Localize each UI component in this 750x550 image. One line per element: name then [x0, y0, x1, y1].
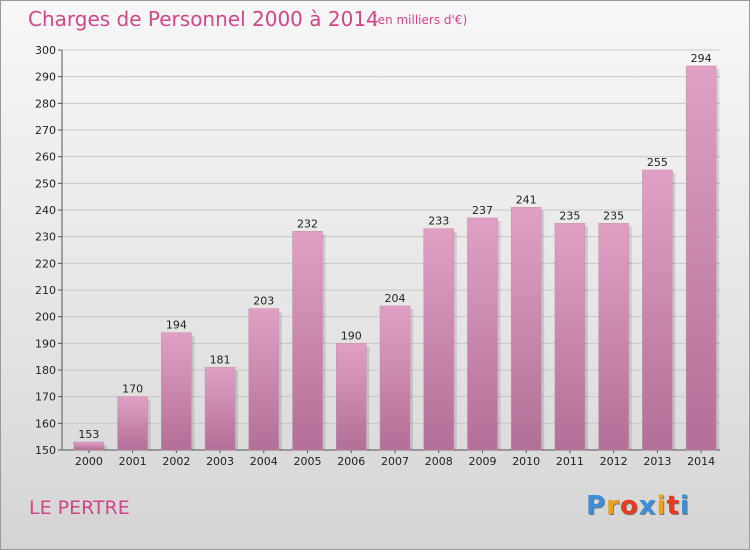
y-tick-label: 250: [35, 177, 56, 190]
chart-title: Charges de Personnel 2000 à 2014: [28, 7, 379, 31]
logo-letter: o: [619, 491, 639, 521]
y-tick-label: 170: [35, 391, 56, 404]
logo-letter: x: [638, 491, 657, 521]
bar-2011: [554, 223, 586, 451]
x-tick-label: 2012: [600, 455, 628, 468]
data-label: 255: [647, 156, 668, 169]
x-tick-label: 2004: [250, 455, 278, 468]
place-name: LE PERTRE: [29, 497, 130, 519]
data-label: 237: [472, 204, 493, 217]
x-tick-label: 2005: [294, 455, 322, 468]
data-label: 204: [385, 292, 406, 305]
x-tick-label: 2014: [687, 455, 715, 468]
y-tick-label: 200: [35, 311, 56, 324]
bar-2000: [73, 441, 105, 451]
data-label: 232: [297, 217, 318, 230]
data-label: 203: [253, 295, 274, 308]
bar-2014: [685, 65, 717, 451]
y-tick-label: 160: [35, 417, 56, 430]
bar-2009: [467, 217, 498, 451]
bar-2008: [423, 228, 454, 451]
data-label: 235: [603, 209, 624, 222]
y-tick-label: 180: [35, 364, 56, 377]
y-tick-label: 290: [35, 71, 56, 84]
x-tick-label: 2008: [425, 455, 453, 468]
logo-letter: i: [656, 491, 667, 521]
data-label: 241: [516, 193, 537, 206]
x-tick-label: 2013: [643, 455, 671, 468]
data-label: 153: [78, 428, 99, 441]
y-tick-label: 220: [35, 257, 56, 270]
x-tick-label: 2010: [512, 455, 540, 468]
x-tick-label: 2001: [119, 455, 147, 468]
bar-2005: [292, 231, 323, 451]
x-tick-label: 2006: [337, 455, 365, 468]
y-tick-label: 150: [35, 444, 56, 457]
logo-letter: i: [679, 491, 690, 521]
data-label: 235: [559, 209, 580, 222]
data-label: 194: [166, 319, 187, 332]
y-tick-label: 270: [35, 124, 56, 137]
bar-2010: [510, 207, 542, 451]
data-label: 233: [428, 215, 449, 228]
bar-2012: [598, 223, 629, 451]
data-label: 170: [122, 383, 143, 396]
logo-letter: P: [586, 491, 607, 521]
bar-2004: [248, 308, 280, 451]
chart-subtitle: (en milliers d'€): [373, 13, 468, 27]
y-tick-label: 230: [35, 231, 56, 244]
data-label: 294: [691, 52, 712, 65]
data-label: 181: [210, 353, 231, 366]
x-tick-label: 2009: [468, 455, 496, 468]
logo-letter: t: [666, 491, 680, 521]
x-tick-label: 2003: [206, 455, 234, 468]
data-label: 190: [341, 329, 362, 342]
y-tick-label: 300: [35, 44, 56, 57]
bar-2006: [336, 343, 367, 451]
x-tick-label: 2011: [556, 455, 584, 468]
bar-2002: [161, 332, 192, 451]
x-tick-label: 2000: [75, 455, 103, 468]
y-tick-label: 240: [35, 204, 56, 217]
proxiti-logo: Proxiti: [586, 491, 690, 521]
bar-2003: [204, 367, 236, 451]
logo-letter: r: [606, 491, 620, 521]
y-tick-label: 280: [35, 97, 56, 110]
y-tick-label: 190: [35, 337, 56, 350]
bar-2007: [379, 305, 411, 451]
x-tick-label: 2002: [162, 455, 190, 468]
x-tick-label: 2007: [381, 455, 409, 468]
y-tick-label: 210: [35, 284, 56, 297]
bar-2001: [117, 396, 148, 451]
bar-2013: [642, 169, 673, 451]
y-tick-label: 260: [35, 151, 56, 164]
